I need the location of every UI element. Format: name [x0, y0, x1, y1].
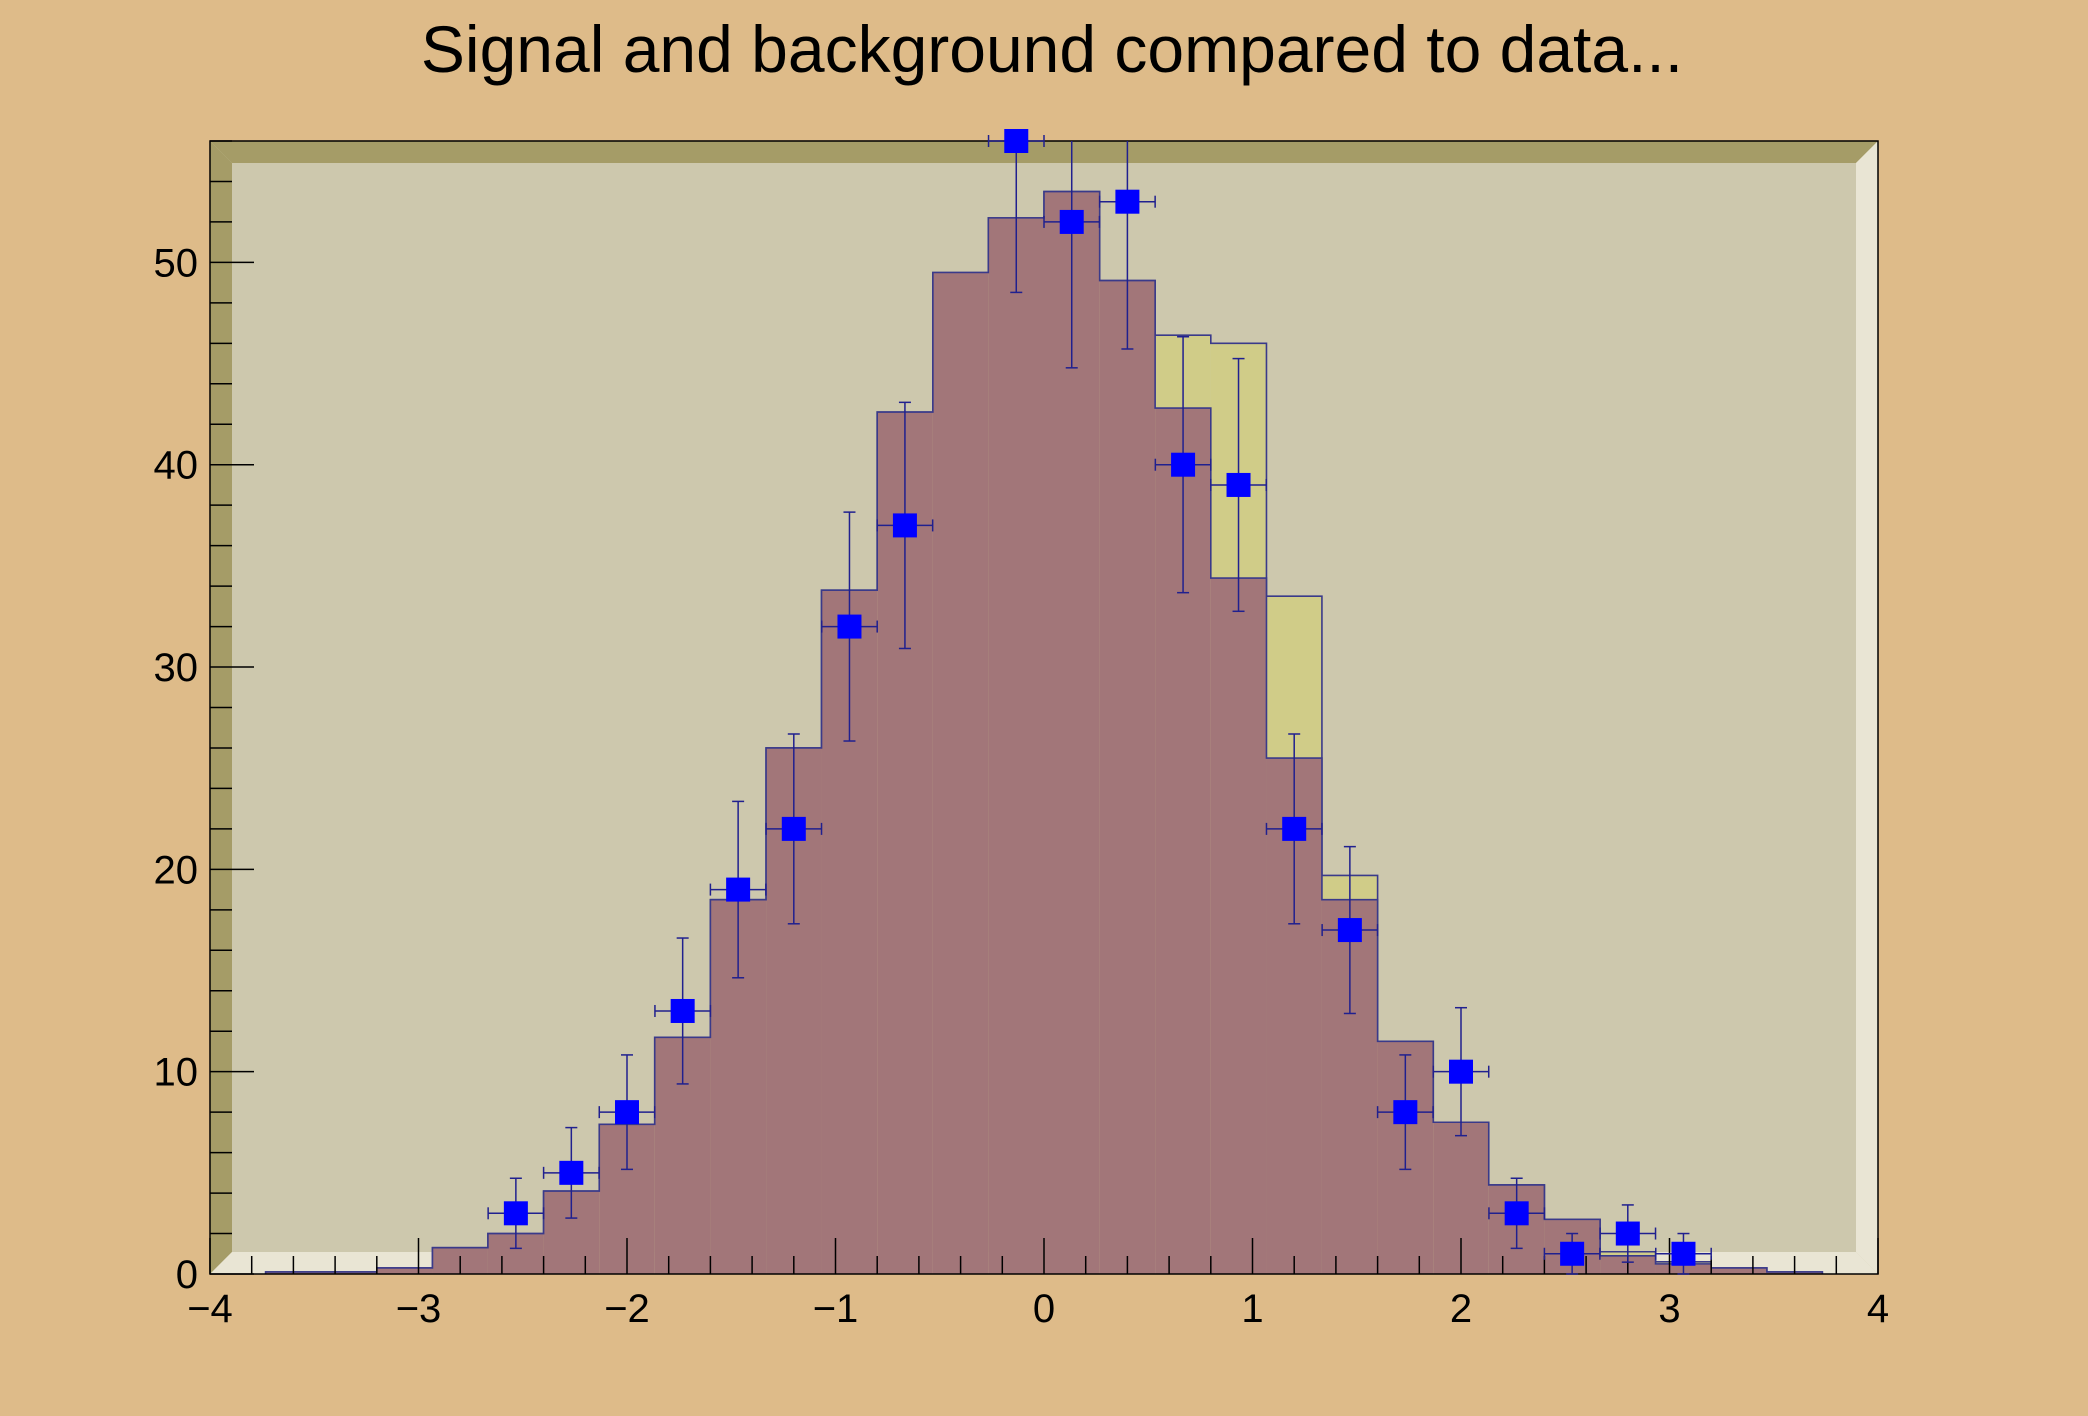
frame-bevel-right: [1856, 141, 1878, 1274]
data-marker: [1226, 472, 1251, 497]
data-marker: [1560, 1241, 1585, 1266]
data-point: [1376, 1054, 1434, 1171]
data-marker: [1615, 1221, 1640, 1246]
x-tick-label: 4: [1867, 1287, 1889, 1331]
background-bar: [1099, 280, 1156, 1274]
data-points: [487, 129, 1712, 1275]
data-point: [1432, 1006, 1490, 1137]
x-tick-label: −1: [813, 1287, 859, 1331]
background-bar: [988, 217, 1044, 1275]
data-marker: [1504, 1201, 1529, 1226]
background-bar: [376, 1267, 433, 1274]
data-marker: [1671, 1241, 1696, 1266]
chart-title: Signal and background compared to data..…: [421, 12, 1683, 86]
data-marker: [1059, 209, 1084, 234]
data-marker: [559, 1160, 584, 1185]
data-point: [987, 129, 1045, 294]
y-tick-label: 50: [154, 241, 199, 285]
x-tick-label: −2: [604, 1287, 650, 1331]
x-tick-label: 1: [1241, 1287, 1263, 1331]
axes: 0 10 20 30 40 50 −4 −3 −2 −1 0 1 2 3 4: [154, 140, 1889, 1331]
x-tick-label: −4: [187, 1287, 233, 1331]
data-point: [765, 733, 823, 925]
data-marker: [837, 614, 862, 639]
background-bar: [932, 272, 989, 1275]
data-marker: [1282, 816, 1307, 841]
background-bar: [1044, 191, 1100, 1275]
x-tick-label: 2: [1450, 1287, 1472, 1331]
data-marker: [726, 877, 751, 902]
y-tick-label: 40: [154, 444, 199, 488]
data-point: [1654, 1232, 1712, 1275]
data-point: [1043, 141, 1101, 369]
data-point: [1210, 357, 1268, 613]
data-point: [1098, 141, 1156, 350]
x-tick-label: 0: [1033, 1287, 1055, 1331]
y-tick-label: 30: [154, 646, 199, 690]
frame-bevel-top: [210, 141, 1878, 163]
data-marker: [1449, 1059, 1473, 1084]
data-point: [542, 1126, 600, 1219]
x-tick-label: −3: [396, 1287, 442, 1331]
data-point: [1265, 733, 1323, 925]
data-point: [1154, 336, 1212, 594]
data-marker: [1337, 918, 1362, 943]
background-outline: [264, 190, 1824, 1274]
data-marker: [615, 1100, 639, 1125]
data-marker: [781, 816, 806, 841]
data-point: [1543, 1232, 1601, 1275]
y-tick-label: 0: [176, 1253, 198, 1297]
data-marker: [1115, 189, 1140, 214]
data-point: [487, 1177, 545, 1250]
data-marker: [1171, 452, 1196, 477]
y-tick-label: 10: [154, 1051, 199, 1095]
background-histogram: [264, 190, 1824, 1275]
data-point: [709, 800, 767, 979]
background-bar: [321, 1271, 377, 1274]
data-point: [598, 1054, 656, 1171]
data-marker: [1393, 1100, 1418, 1125]
background-bar: [1711, 1267, 1767, 1274]
data-marker: [670, 998, 695, 1023]
data-point: [1599, 1204, 1657, 1263]
y-tick-label: 20: [154, 848, 199, 892]
data-point: [876, 401, 934, 650]
data-point: [1321, 845, 1379, 1015]
data-marker: [892, 513, 917, 538]
data-point: [820, 511, 878, 742]
data-marker: [503, 1201, 528, 1226]
background-bar: [1210, 578, 1267, 1274]
data-point: [1488, 1177, 1546, 1250]
data-marker: [1004, 129, 1029, 153]
data-point: [654, 937, 712, 1085]
x-tick-label: 3: [1658, 1287, 1680, 1331]
